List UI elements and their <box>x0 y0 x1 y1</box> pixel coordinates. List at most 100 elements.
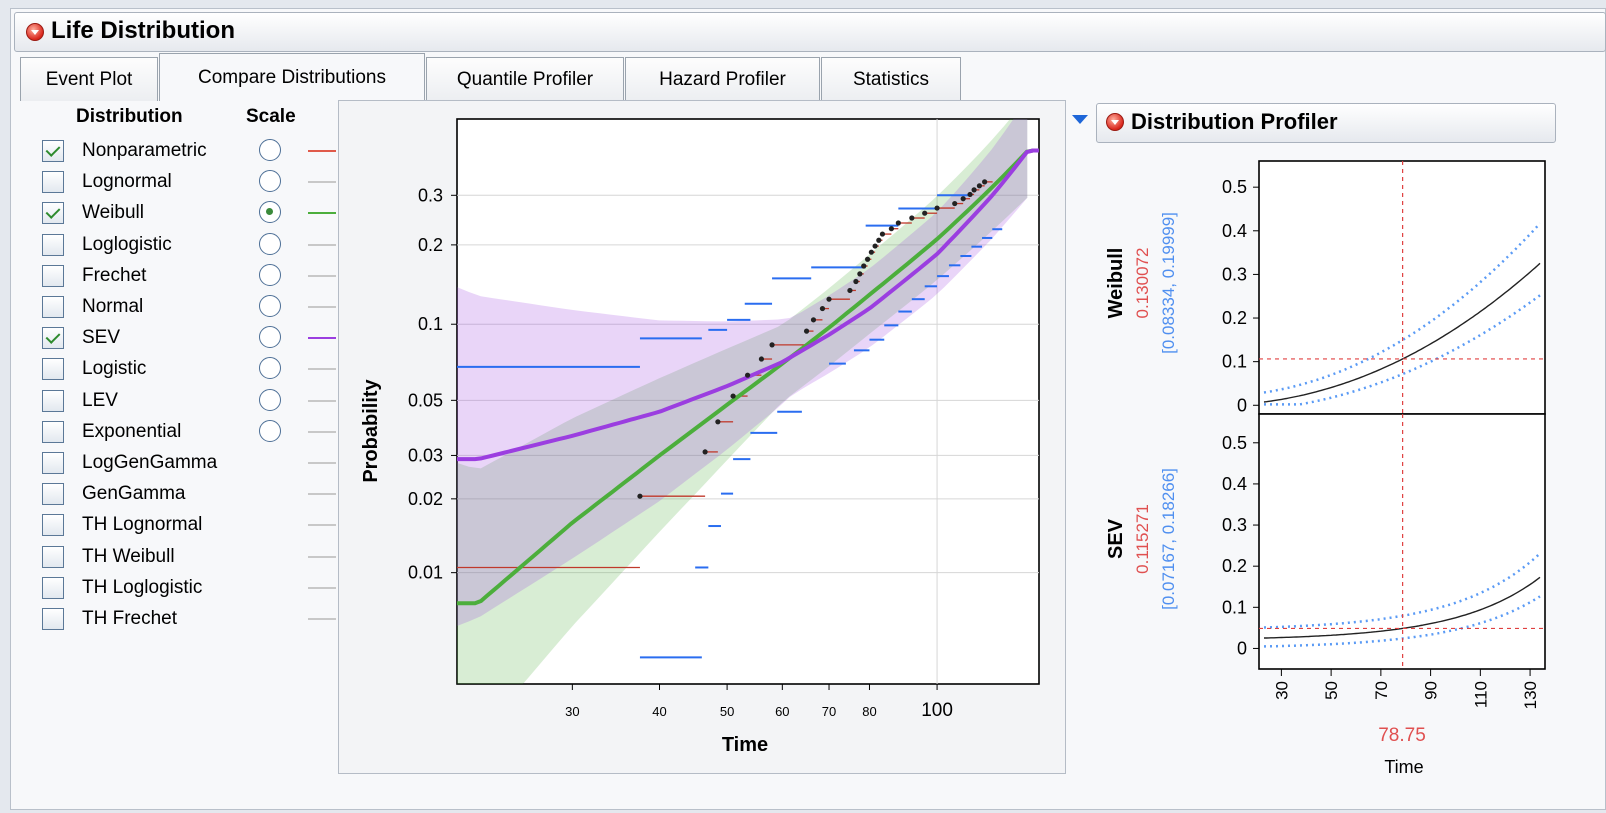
line-color-swatch-loglogistic[interactable] <box>308 243 336 246</box>
scale-radio-normal[interactable] <box>259 295 281 317</box>
weibull-upper-ci-curve <box>1263 222 1541 394</box>
scale-radio-loglogistic[interactable] <box>259 232 281 255</box>
profiler-x-tick-label: 30 <box>1272 681 1291 700</box>
checkbox-th-frechet[interactable] <box>42 608 64 630</box>
checkbox-loglogistic[interactable] <box>42 233 64 256</box>
line-color-swatch-th-loglogistic[interactable] <box>308 586 336 589</box>
scale-radio-exponential[interactable] <box>259 419 281 442</box>
scale-radio-frechet[interactable] <box>259 263 281 286</box>
x-axis-title: Time <box>722 734 768 756</box>
data-point <box>876 237 882 243</box>
checkbox-th-weibull[interactable] <box>42 545 64 568</box>
profiler-y-tick-label: 0.4 <box>1222 221 1247 241</box>
profiler-y-tick-label: 0.1 <box>1222 597 1247 617</box>
data-point <box>971 187 977 193</box>
profiler-y-tick-label: 0.5 <box>1222 433 1247 453</box>
data-point <box>826 296 832 302</box>
checkbox-th-lognormal[interactable] <box>42 514 64 537</box>
checkbox-frechet[interactable] <box>42 264 64 287</box>
tab-statistics[interactable]: Statistics <box>821 57 961 101</box>
data-point <box>758 356 765 362</box>
profiler-title: Distribution Profiler <box>1131 109 1338 134</box>
life-distribution-title-bar[interactable]: Life Distribution <box>14 12 1606 52</box>
checkbox-normal[interactable] <box>42 296 64 318</box>
expand-arrow-icon[interactable] <box>1070 110 1090 130</box>
scale-radio-lognormal[interactable] <box>259 170 281 193</box>
data-point <box>922 210 928 216</box>
weibull-profile-name: Weibull <box>1105 248 1127 319</box>
data-point <box>819 305 826 312</box>
checkbox-th-loglogistic[interactable] <box>42 576 64 599</box>
line-color-swatch-normal[interactable] <box>308 306 336 308</box>
data-point <box>702 449 708 455</box>
y-tick-label: 0.05 <box>408 390 443 410</box>
data-point <box>982 179 988 185</box>
line-color-swatch-lognormal[interactable] <box>308 181 336 184</box>
line-color-swatch-th-lognormal[interactable] <box>308 524 336 527</box>
profiler-y-tick-label: 0.3 <box>1222 264 1247 284</box>
tab-quantile-profiler[interactable]: Quantile Profiler <box>426 57 624 101</box>
y-axis-title: Probability <box>360 378 382 482</box>
scale-radio-sev[interactable] <box>259 326 281 349</box>
distribution-label: GenGamma <box>82 483 186 505</box>
profiler-y-tick-label: 0.2 <box>1222 308 1247 328</box>
line-color-swatch-th-frechet[interactable] <box>308 618 336 620</box>
data-point <box>637 493 643 499</box>
scale-radio-lev[interactable] <box>259 388 281 411</box>
distribution-profiler[interactable]: 0.5 0.4 0.3 0.2 0.1 0 0.5 0.4 0.3 0.2 0.1 0 30 50 70 90… <box>1100 145 1600 795</box>
distribution-label: SEV <box>82 327 121 349</box>
checkbox-sev[interactable] <box>42 327 64 350</box>
scale-radio-weibull[interactable] <box>259 201 281 224</box>
weibull-profile-value: 0.130072 <box>1133 248 1152 319</box>
disclosure-triangle-icon[interactable] <box>26 23 44 41</box>
distribution-label: TH Lognormal <box>82 514 203 536</box>
scale-radio-logistic[interactable] <box>259 357 281 380</box>
weibull-fit-line <box>457 148 1039 606</box>
data-point <box>715 419 721 425</box>
line-color-swatch-lev[interactable] <box>308 399 336 402</box>
checkbox-logistic[interactable] <box>42 358 64 381</box>
profiler-x-tick-label: 50 <box>1322 681 1341 700</box>
profiler-disclosure-icon[interactable] <box>1106 113 1124 131</box>
line-color-swatch-nonparametric[interactable] <box>308 150 336 152</box>
line-color-swatch-frechet[interactable] <box>308 274 336 277</box>
profiler-y-tick-label: 0.5 <box>1222 177 1247 197</box>
tab-hazard-profiler[interactable]: Hazard Profiler <box>625 57 820 101</box>
profiler-y-tick-label: 0 <box>1237 395 1247 415</box>
line-color-swatch-exponential[interactable] <box>308 430 336 433</box>
checkbox-gengamma[interactable] <box>42 483 64 506</box>
profiler-y-tick-label: 0.3 <box>1222 515 1247 535</box>
line-color-swatch-weibull[interactable] <box>308 212 336 215</box>
sev-lower-ci-curve <box>1264 595 1541 648</box>
distribution-profiler-title-bar[interactable]: Distribution Profiler <box>1096 103 1556 143</box>
probability-plot[interactable]: 0.3 0.2 0.1 0.05 0.03 0.02 0.01 30 40 50 60 70 80 100… <box>339 101 1065 773</box>
checkbox-nonparametric[interactable] <box>42 140 64 162</box>
x-tick-label: 30 <box>565 704 579 719</box>
checkbox-loggengamma[interactable] <box>42 452 64 474</box>
tab-event-plot[interactable]: Event Plot <box>20 57 158 101</box>
x-tick-label: 100 <box>921 700 953 721</box>
y-tick-label: 0.1 <box>418 314 443 334</box>
line-color-swatch-logistic[interactable] <box>308 368 336 371</box>
y-tick-label: 0.3 <box>418 185 443 205</box>
weibull-profile-frame <box>1258 160 1546 415</box>
checkbox-exponential[interactable] <box>42 420 64 443</box>
weibull-profile-ci: [0.08334, 0.19999] <box>1159 212 1178 354</box>
weibull-lower-ci-curve <box>1264 294 1541 406</box>
checkbox-lev[interactable] <box>42 389 64 412</box>
line-color-swatch-loggengamma[interactable] <box>308 462 336 464</box>
profiler-x-label: Time <box>1384 757 1423 777</box>
checkbox-weibull[interactable] <box>42 202 64 225</box>
profiler-x-tick-label: 70 <box>1372 681 1391 700</box>
line-color-swatch-gengamma[interactable] <box>308 493 336 496</box>
data-point <box>853 278 859 285</box>
profiler-x-value[interactable]: 78.75 <box>1378 725 1426 746</box>
line-color-swatch-sev[interactable] <box>308 337 336 340</box>
checkbox-lognormal[interactable] <box>42 171 64 194</box>
scale-radio-nonparametric[interactable] <box>259 139 281 161</box>
sev-upper-ci-curve <box>1263 552 1541 629</box>
distribution-label: Frechet <box>82 264 147 286</box>
profiler-x-tick-label: 130 <box>1521 681 1540 709</box>
tab-compare-distributions[interactable]: Compare Distributions <box>159 53 425 101</box>
line-color-swatch-th-weibull[interactable] <box>308 555 336 558</box>
